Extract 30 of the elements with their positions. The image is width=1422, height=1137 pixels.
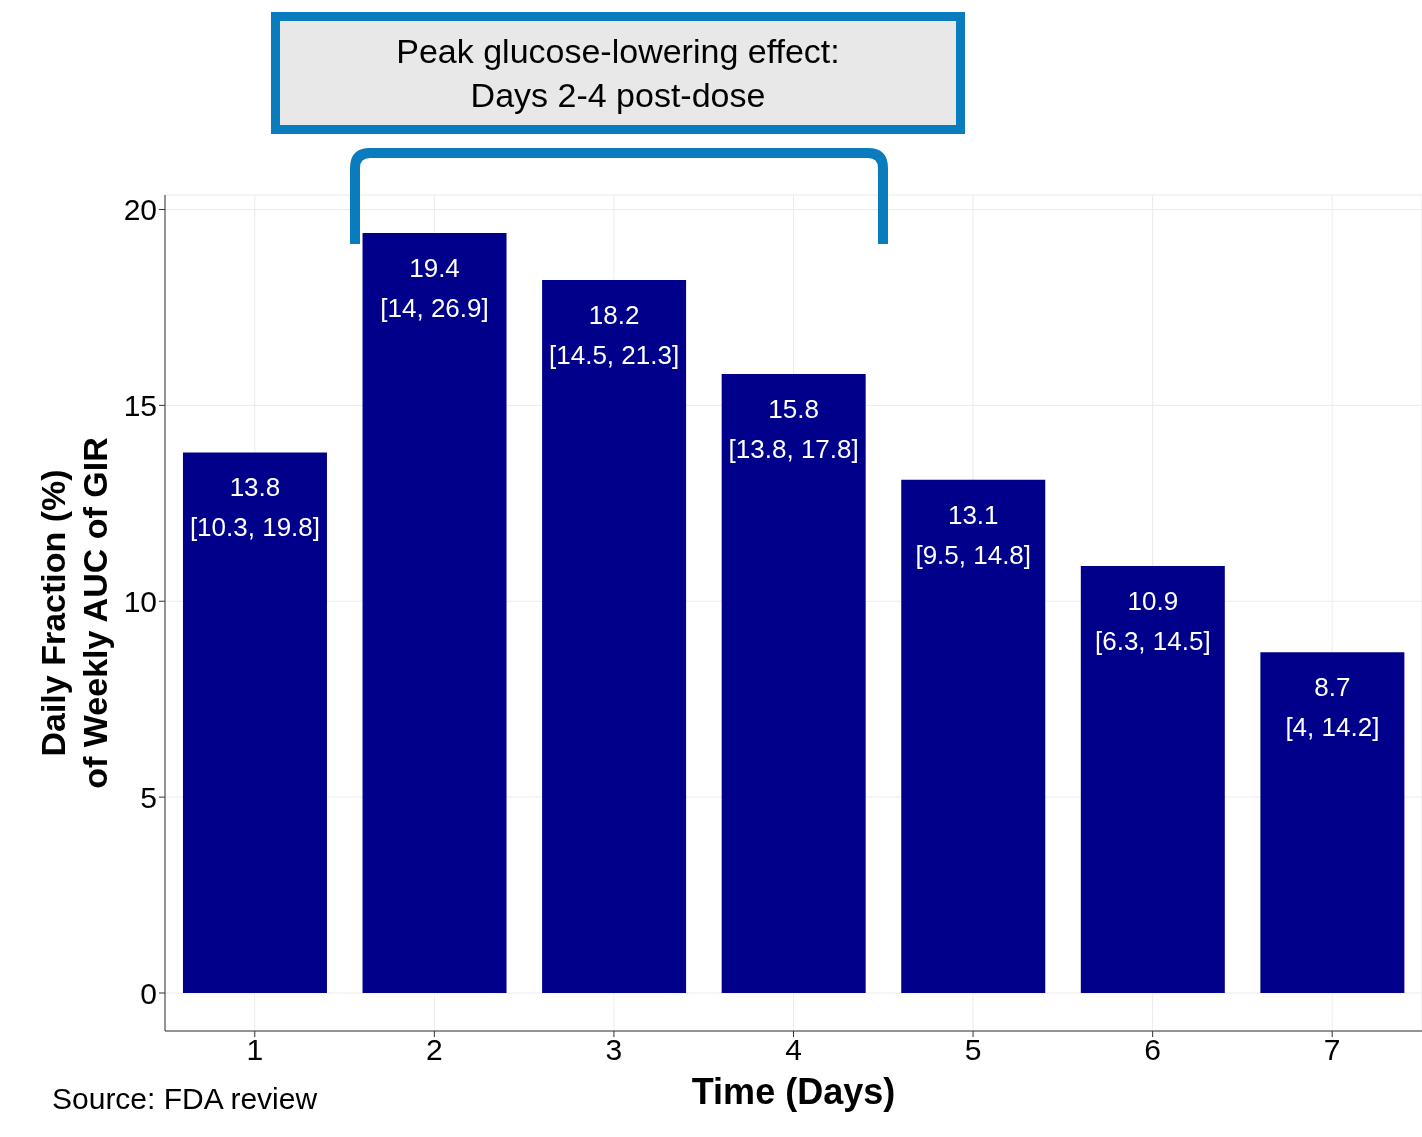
- bar: [901, 479, 1046, 993]
- data-label: 13.1 [9.5, 14.8]: [915, 499, 1032, 570]
- bar: [1260, 652, 1405, 993]
- x-tick-label: 2: [426, 1033, 443, 1067]
- x-tick-label: 3: [605, 1033, 623, 1067]
- x-axis-title: Time (Days): [691, 1071, 896, 1112]
- y-tick-label: 0: [140, 976, 157, 1010]
- data-label: 13.8 [10.3, 19.8]: [189, 472, 321, 543]
- x-tick-label: 1: [246, 1033, 264, 1067]
- bar: [1080, 565, 1225, 993]
- data-label: 8.7 [4, 14.2]: [1285, 672, 1380, 743]
- data-label: 19.4 [14, 26.9]: [380, 253, 489, 323]
- y-tick-label: 10: [123, 584, 157, 618]
- x-tick-label: 7: [1323, 1033, 1341, 1067]
- bar: [362, 233, 507, 993]
- x-tick-label: 6: [1144, 1033, 1161, 1067]
- source-note: Source: FDA review: [52, 1082, 318, 1116]
- x-tick-label: 4: [785, 1033, 802, 1067]
- bar: [721, 374, 866, 993]
- x-tick-label: 5: [964, 1033, 982, 1067]
- data-label: 10.9 [6.3, 14.5]: [1094, 585, 1211, 656]
- y-tick-label: 5: [140, 780, 157, 814]
- y-tick-label: 20: [123, 193, 157, 227]
- data-label: 15.8 [13.8, 17.8]: [728, 394, 859, 465]
- bar: [542, 280, 687, 993]
- y-tick-label: 15: [123, 389, 157, 423]
- y-axis-title: Daily Fraction (%) of Weekly AUC of GIR: [34, 437, 114, 789]
- bar: [182, 452, 327, 993]
- text: Peak glucose-lowering effect: Days 2-4 post-dose: [271, 12, 965, 134]
- data-label: 18.2 [14.5, 21.3]: [549, 300, 680, 371]
